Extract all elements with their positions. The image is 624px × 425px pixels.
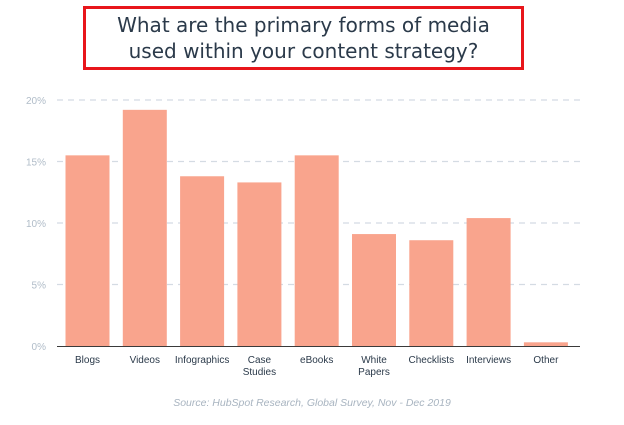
bar (409, 240, 454, 346)
bar (466, 218, 511, 346)
x-tick-label: Other (533, 355, 559, 366)
x-tick-label: White Papers (358, 355, 390, 378)
bar (352, 234, 396, 346)
y-tick-label: 20% (26, 96, 46, 107)
y-tick-label: 10% (26, 219, 46, 230)
source-note: Source: HubSpot Research, Global Survey,… (173, 397, 451, 409)
x-tick-label: Blogs (75, 355, 100, 366)
x-tick-label: Infographics (175, 355, 229, 366)
bar (180, 176, 225, 346)
chart-title: What are the primary forms of media used… (117, 13, 490, 63)
x-tick-label: Videos (130, 355, 160, 366)
x-tick-label: Checklists (409, 355, 455, 366)
x-tick-label: Interviews (466, 355, 511, 366)
bar (237, 182, 282, 346)
bar (294, 155, 339, 346)
x-tick-label: eBooks (300, 355, 333, 366)
bar (65, 155, 110, 346)
bar (122, 109, 167, 346)
title-box: What are the primary forms of media used… (83, 6, 524, 70)
x-tick-label: Case Studies (243, 355, 276, 378)
y-tick-label: 5% (32, 281, 47, 292)
y-tick-label: 0% (32, 342, 47, 353)
bar (523, 342, 568, 346)
y-tick-label: 15% (26, 158, 46, 169)
